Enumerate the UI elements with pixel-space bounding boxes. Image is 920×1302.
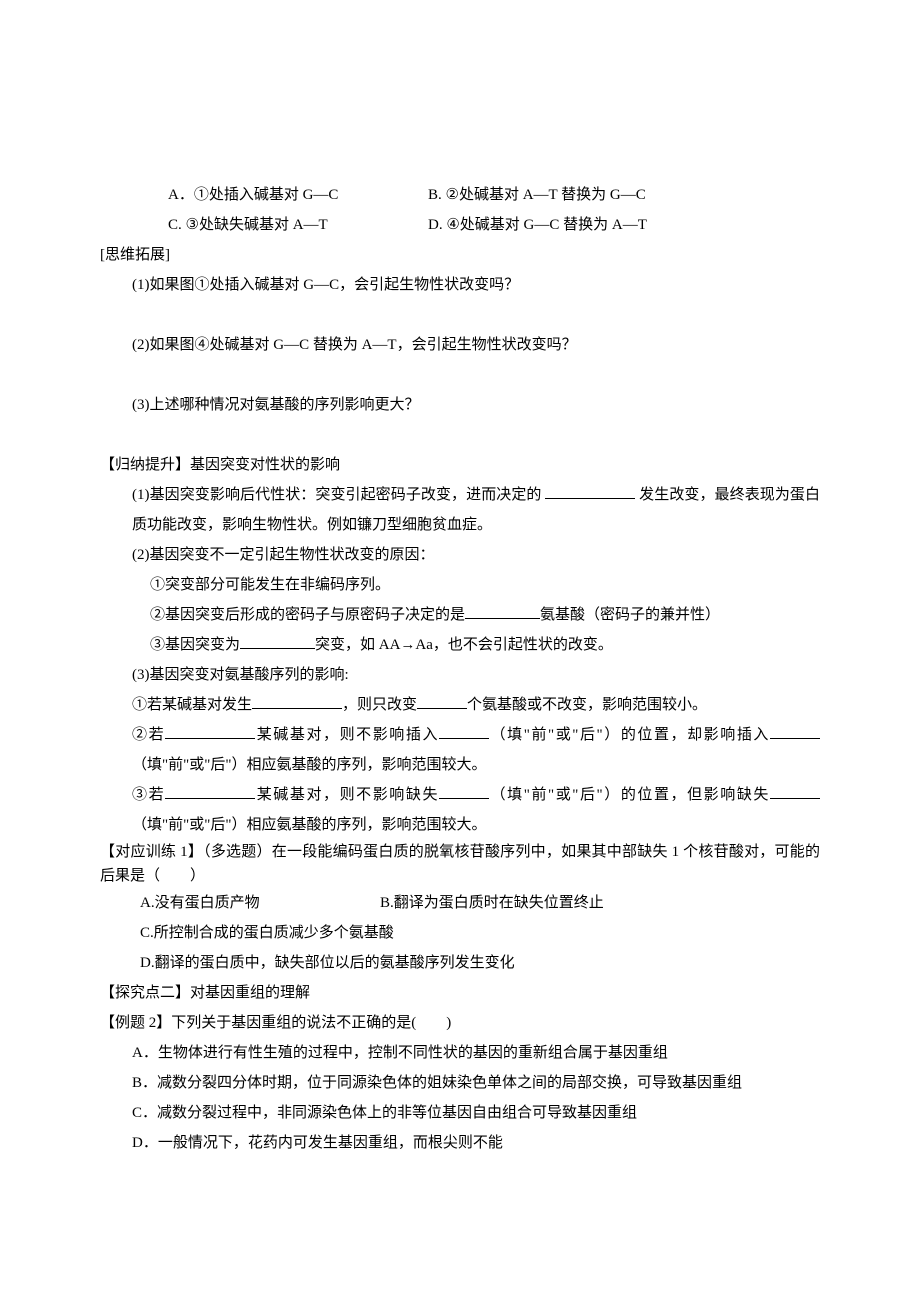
blank-9[interactable] <box>165 783 255 800</box>
p2-3-post-text: 突变，如 AA→Aa，也不会引起性状的改变。 <box>315 637 613 653</box>
p3-2-pre-text: ②若 <box>132 727 165 743</box>
train1-option-d: D.翻译的蛋白质中，缺失部位以后的氨基酸序列发生变化 <box>140 948 820 978</box>
option-c: C. ③处缺失碱基对 A—T <box>168 210 428 240</box>
p3-1-mid-text: ，则只改变 <box>342 697 417 713</box>
train1-option-a: A.没有蛋白质产物 <box>140 888 380 918</box>
p3-3-post-text: （填"前"或"后"）相应氨基酸的序列，影响范围较大。 <box>132 817 487 833</box>
p3-1-pre-text: ①若某碱基对发生 <box>132 697 252 713</box>
question-1: (1)如果图①处插入碱基对 G—C，会引起生物性状改变吗？ <box>132 270 820 300</box>
guina-point-2-2: ②基因突变后形成的密码子与原密码子决定的是 氨基酸（密码子的兼并性） <box>150 600 820 630</box>
guina-point-3-1: ①若某碱基对发生 ，则只改变 个氨基酸或不改变，影响范围较小。 <box>132 690 820 720</box>
p3-2-post-text: （填"前"或"后"）相应氨基酸的序列，影响范围较大。 <box>132 757 487 773</box>
train1-option-c: C.所控制合成的蛋白质减少多个氨基酸 <box>140 918 820 948</box>
p3-3-mid1-text: 某碱基对，则不影响缺失 <box>255 787 439 803</box>
blank-10[interactable] <box>439 783 489 800</box>
section-tanjiu-heading: 【探究点二】对基因重组的理解 <box>100 978 820 1008</box>
guina-point-3-3: ③若 某碱基对，则不影响缺失 （填"前"或"后"）的位置，但影响缺失（填"前"或"后… <box>132 780 820 840</box>
guina-point-2-1: ①突变部分可能发生在非编码序列。 <box>150 570 820 600</box>
ex2-option-b: B．减数分裂四分体时期，位于同源染色体的姐妹染色单体之间的局部交换，可导致基因重… <box>132 1068 820 1098</box>
ex2-option-c: C．减数分裂过程中，非同源染色体上的非等位基因自由组合可导致基因重组 <box>132 1098 820 1128</box>
section-thinking-heading: [思维拓展] <box>100 240 820 270</box>
blank-8[interactable] <box>770 723 820 740</box>
guina-point-1: (1)基因突变影响后代性状：突变引起密码子改变，进而决定的 发生改变，最终表现为… <box>132 480 820 540</box>
ex2-option-d: D．一般情况下，花药内可发生基因重组，而根尖则不能 <box>132 1128 820 1158</box>
blank-4[interactable] <box>252 693 342 710</box>
question-2: (2)如果图④处碱基对 G—C 替换为 A—T，会引起生物性状改变吗？ <box>132 330 820 360</box>
blank-5[interactable] <box>417 693 467 710</box>
example-2-heading: 【例题 2】下列关于基因重组的说法不正确的是( ) <box>100 1008 820 1038</box>
guina-point-3: (3)基因突变对氨基酸序列的影响: <box>132 660 820 690</box>
blank-11[interactable] <box>770 783 820 800</box>
p2-2-post-text: 氨基酸（密码子的兼并性） <box>540 607 720 623</box>
p3-1-post-text: 个氨基酸或不改变，影响范围较小。 <box>467 697 707 713</box>
ex2-option-a: A．生物体进行有性生殖的过程中，控制不同性状的基因的重新组合属于基因重组 <box>132 1038 820 1068</box>
p2-2-pre-text: ②基因突变后形成的密码子与原密码子决定的是 <box>150 607 465 623</box>
p1-pre-text: (1)基因突变影响后代性状：突变引起密码子改变，进而决定的 <box>132 487 545 503</box>
option-b: B. ②处碱基对 A—T 替换为 G—C <box>428 180 646 210</box>
p3-3-pre-text: ③若 <box>132 787 165 803</box>
p3-3-mid2-text: （填"前"或"后"）的位置，但影响缺失 <box>489 787 770 803</box>
p3-2-mid2-text: （填"前"或"后"）的位置，却影响插入 <box>489 727 770 743</box>
training-1-heading: 【对应训练 1】（多选题）在一段能编码蛋白质的脱氧核苷酸序列中，如果其中部缺失 … <box>100 840 820 888</box>
p3-2-mid1-text: 某碱基对，则不影响插入 <box>255 727 439 743</box>
blank-6[interactable] <box>165 723 255 740</box>
blank-2[interactable] <box>465 603 540 620</box>
option-d: D. ④处碱基对 G—C 替换为 A—T <box>428 210 647 240</box>
guina-point-2: (2)基因突变不一定引起生物性状改变的原因： <box>132 540 820 570</box>
p2-3-pre-text: ③基因突变为 <box>150 637 240 653</box>
option-a: A．①处插入碱基对 G—C <box>168 180 428 210</box>
guina-point-3-2: ②若 某碱基对，则不影响插入 （填"前"或"后"）的位置，却影响插入（填"前"或"后… <box>132 720 820 780</box>
blank-1[interactable] <box>545 483 635 500</box>
train1-option-b: B.翻译为蛋白质时在缺失位置终止 <box>380 888 604 918</box>
question-3: (3)上述哪种情况对氨基酸的序列影响更大？ <box>132 390 820 420</box>
blank-3[interactable] <box>240 633 315 650</box>
guina-point-2-3: ③基因突变为 突变，如 AA→Aa，也不会引起性状的改变。 <box>150 630 820 660</box>
blank-7[interactable] <box>439 723 489 740</box>
section-guina-heading: 【归纳提升】基因突变对性状的影响 <box>100 450 820 480</box>
